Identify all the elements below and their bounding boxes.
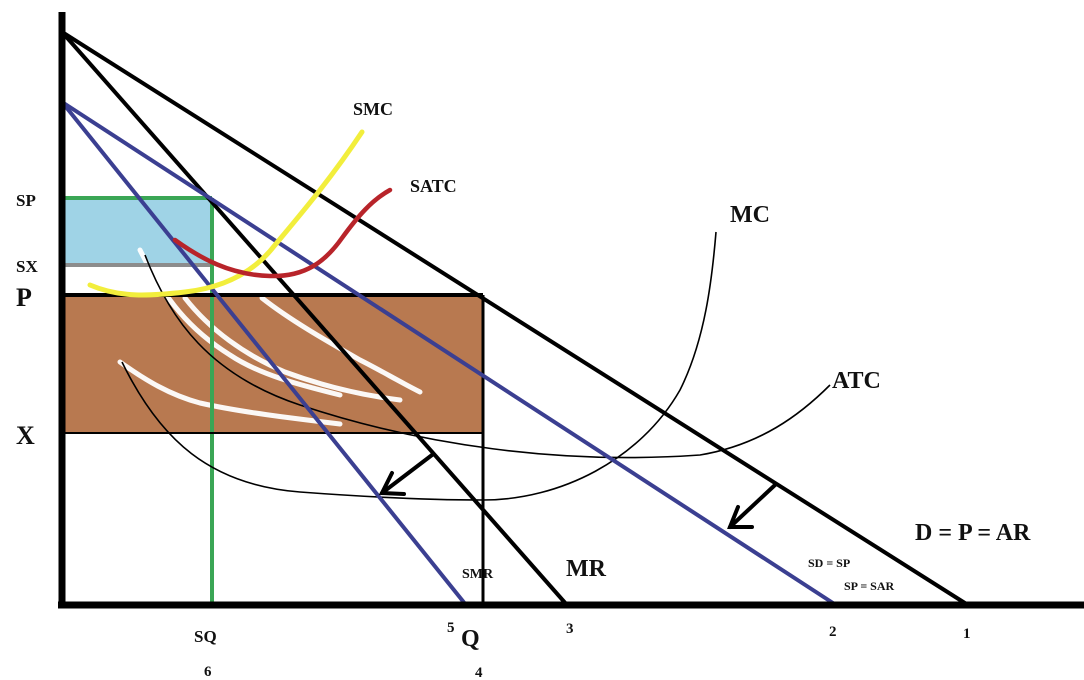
sp-axis-label: SP [16,191,36,210]
atc-label: ATC [832,368,881,394]
demand-line [60,30,970,607]
num-3-label: 3 [566,621,574,637]
satc-label: SATC [410,176,457,196]
num-5-label: 5 [447,620,455,636]
short-demand-label-2: SP = SAR [844,579,895,593]
num-1-label: 1 [963,626,971,642]
short-demand-label-1: SD = SP [808,556,850,570]
short-run-profit-area [62,198,212,265]
p-axis-label: P [16,283,32,312]
shift-arrows [378,453,777,529]
shifted-atc-curve [121,231,717,501]
mr-label: MR [566,556,607,582]
num-4-label: 4 [475,665,483,680]
satc-curve [172,187,393,279]
short-run-demand-line [60,100,838,607]
eraser-streaks [117,247,423,427]
x-axis-label: X [16,421,35,450]
smc-label: SMC [353,99,393,119]
atc-curve [144,254,831,459]
num-2-label: 2 [829,624,837,640]
smr-label: SMR [462,567,494,582]
q-axis-label: Q [461,626,480,652]
smr-line [60,100,468,607]
num-6-label: 6 [204,664,212,680]
mc-label: MC [730,202,770,228]
sq-axis-label: SQ [194,627,217,646]
mr-line [60,30,569,607]
sx-axis-label: SX [16,257,38,276]
demand-label: D = P = AR [915,520,1031,546]
